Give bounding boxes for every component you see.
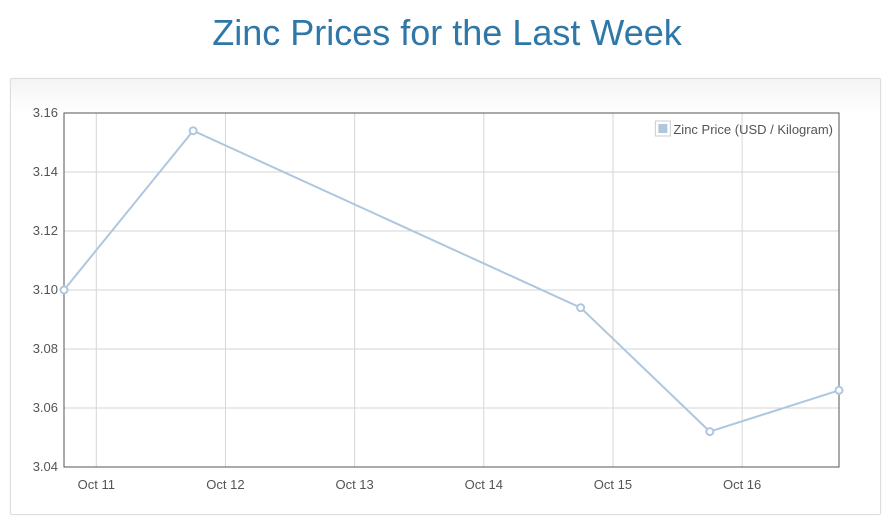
y-tick-label: 3.10	[33, 282, 58, 297]
legend-label: Zinc Price (USD / Kilogram)	[673, 122, 833, 137]
x-tick-label: Oct 11	[78, 477, 115, 492]
x-tick-label: Oct 15	[594, 477, 632, 492]
y-tick-label: 3.04	[33, 459, 58, 474]
y-tick-label: 3.12	[33, 223, 58, 238]
page-title: Zinc Prices for the Last Week	[212, 12, 682, 53]
y-tick-label: 3.08	[33, 341, 58, 356]
data-point	[59, 285, 69, 295]
x-tick-label: Oct 14	[465, 477, 503, 492]
data-point	[576, 303, 586, 313]
legend-swatch	[658, 124, 668, 133]
data-point	[834, 385, 844, 395]
y-tick-label: 3.06	[33, 400, 58, 415]
y-tick-label: 3.16	[33, 105, 58, 120]
data-point	[188, 126, 198, 136]
x-tick-label: Oct 13	[335, 477, 373, 492]
x-tick-label: Oct 12	[206, 477, 244, 492]
y-tick-label: 3.14	[33, 164, 58, 179]
data-point	[705, 427, 715, 437]
x-tick-label: Oct 16	[723, 477, 761, 492]
